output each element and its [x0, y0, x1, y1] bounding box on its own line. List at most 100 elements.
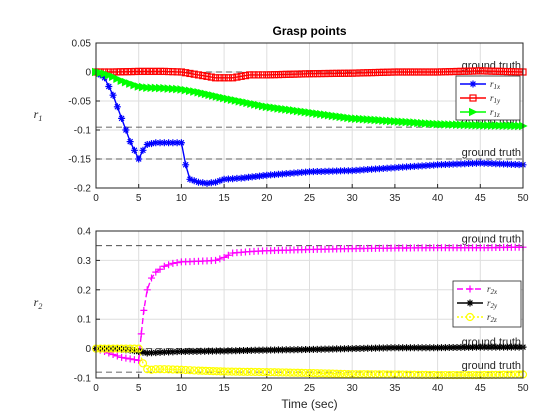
data-point [160, 67, 168, 76]
data-point [406, 68, 415, 76]
panel-2: 0 5 10 15 20 25 30 35 40 45 500.40.30.20.10-0.1gro… [34, 227, 529, 412]
data-point [306, 345, 313, 353]
data-point [441, 68, 449, 76]
data-point [126, 355, 134, 363]
legend-entry: r1y [490, 93, 501, 105]
data-point [124, 68, 132, 76]
data-point [325, 167, 333, 175]
data-point [126, 346, 134, 354]
data-point [403, 163, 411, 171]
data-point [165, 139, 173, 147]
data-point [340, 345, 348, 353]
data-point [468, 370, 477, 380]
data-point [456, 370, 465, 380]
data-point [247, 346, 255, 354]
data-point [131, 67, 139, 76]
data-point [113, 103, 121, 111]
data-point [118, 353, 126, 361]
data-point [168, 365, 177, 374]
x-tick-label: 40 [432, 193, 444, 204]
data-point [395, 163, 403, 171]
data-point [233, 174, 241, 182]
data-point [137, 330, 145, 338]
data-point [203, 179, 211, 187]
data-point [465, 67, 473, 75]
data-point [309, 345, 317, 353]
data-point [169, 348, 177, 356]
data-point [152, 268, 160, 276]
data-point [507, 343, 515, 351]
data-point [511, 160, 519, 168]
data-point [258, 71, 267, 79]
data-point [152, 139, 160, 147]
data-point [173, 259, 181, 267]
data-point [472, 370, 481, 380]
data-point [216, 177, 224, 185]
data-point [391, 68, 399, 76]
data-point [130, 146, 138, 154]
data-point [223, 367, 233, 376]
data-point [153, 67, 161, 76]
data-point [356, 166, 364, 174]
x-tick-label: 50 [517, 383, 529, 394]
data-point [484, 67, 492, 75]
data-point [324, 369, 334, 378]
data-point [313, 168, 321, 176]
data-point [130, 356, 138, 364]
data-point [383, 164, 391, 172]
data-point [321, 167, 329, 175]
data-point [118, 345, 126, 353]
data-point [250, 71, 258, 79]
data-point [383, 68, 391, 76]
legend-marker [469, 107, 478, 117]
data-point [181, 347, 189, 355]
data-point [309, 168, 317, 176]
data-point [441, 160, 449, 168]
data-point [122, 126, 130, 134]
data-point [251, 346, 259, 354]
data-point [156, 265, 164, 273]
data-point [270, 368, 279, 377]
data-point [164, 84, 174, 93]
data-point [177, 68, 185, 76]
data-point [199, 179, 207, 187]
data-point [181, 365, 190, 375]
data-point [360, 166, 368, 174]
data-point [108, 344, 118, 353]
data-point [488, 160, 496, 168]
data-point [245, 173, 252, 181]
data-point [515, 68, 523, 76]
data-point [290, 346, 298, 354]
data-point [364, 166, 372, 174]
x-tick-label: 15 [219, 383, 231, 394]
data-point [190, 87, 199, 96]
data-point [449, 67, 457, 76]
legend-subscript: 2y [491, 302, 499, 310]
data-point [126, 344, 135, 353]
legend-marker [469, 80, 477, 88]
data-point [152, 349, 160, 357]
data-point [199, 72, 207, 80]
data-point [368, 69, 376, 77]
data-point [360, 69, 368, 77]
data-point [317, 369, 326, 378]
legend-box [452, 280, 522, 328]
data-point [484, 343, 492, 351]
data-point [258, 367, 268, 377]
x-tick-label: 45 [475, 383, 487, 394]
data-point [232, 347, 240, 355]
data-point [305, 368, 314, 378]
data-point [104, 70, 114, 80]
y-axis-label-subscript: 2 [38, 302, 42, 311]
data-point [143, 349, 151, 357]
data-point [100, 69, 110, 79]
y-tick-label: 0 [85, 344, 91, 355]
legend: r1x r1y r1z [455, 75, 521, 121]
data-point [164, 67, 173, 76]
data-point [120, 68, 128, 76]
data-point [267, 171, 275, 179]
data-point [515, 161, 523, 169]
data-point [143, 286, 151, 294]
data-point [418, 344, 426, 352]
data-point [371, 68, 380, 77]
